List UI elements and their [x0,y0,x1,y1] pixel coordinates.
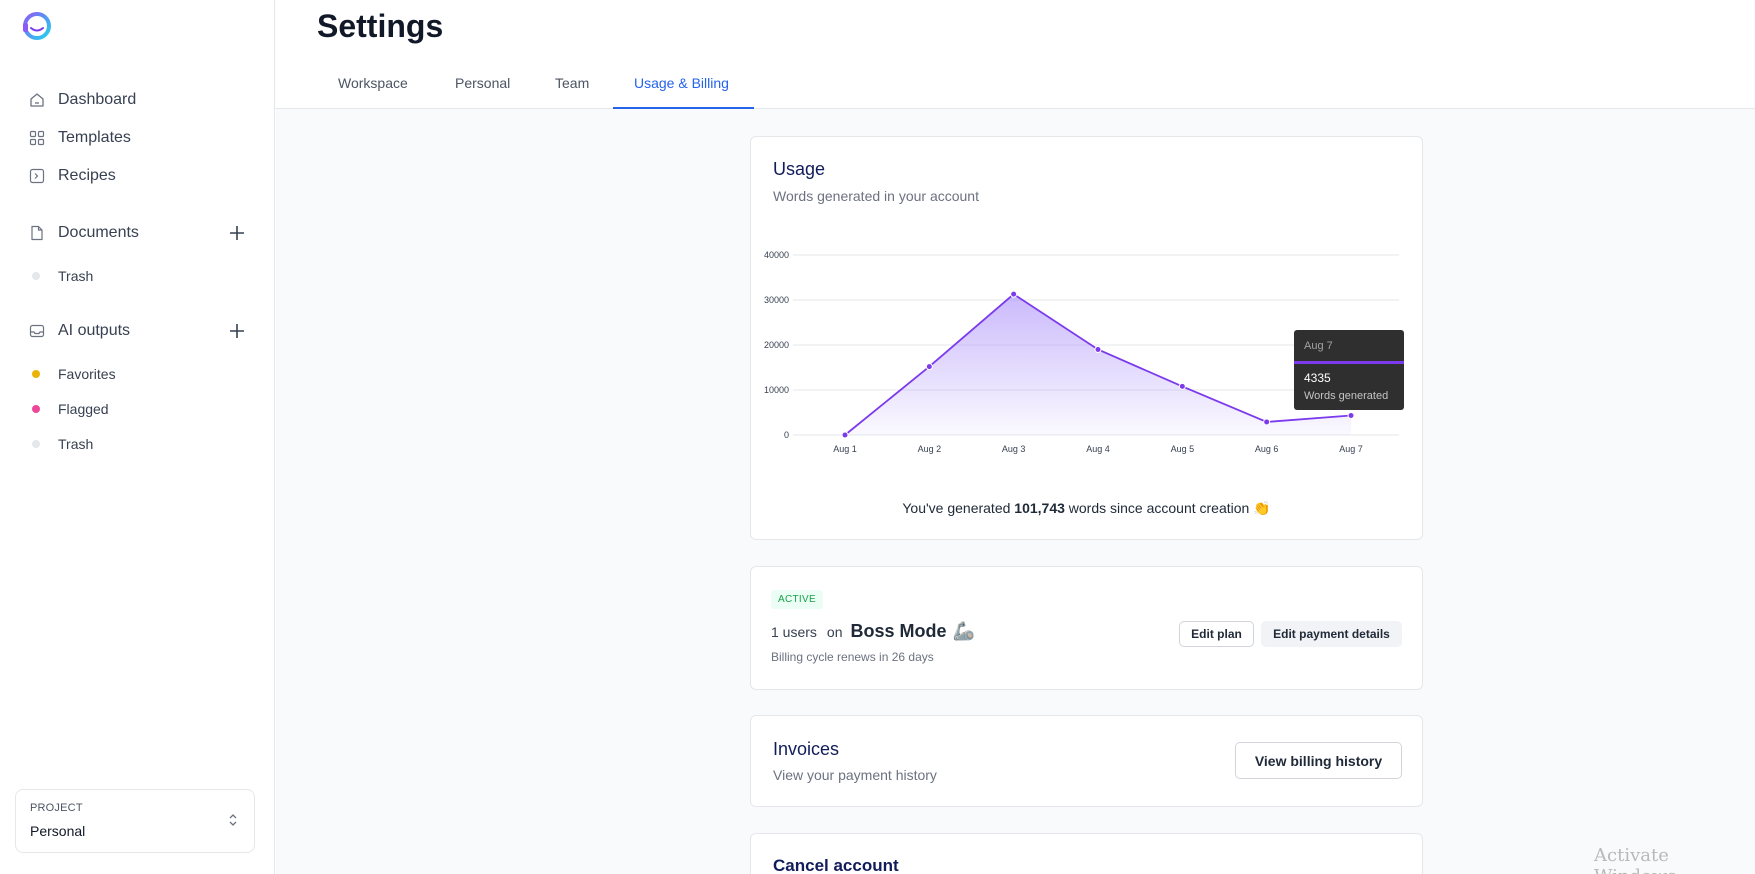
x-tick-label: Aug 6 [1255,444,1279,454]
terminal-icon [28,167,46,185]
ai-outputs-section-header[interactable]: AI outputs [28,319,248,343]
x-tick-label: Aug 4 [1086,444,1110,454]
invoices-subtitle: View your payment history [773,767,937,783]
usage-title: Usage [773,159,826,179]
x-tick-label: Aug 2 [918,444,942,454]
add-document-button[interactable] [226,222,248,244]
activate-windows-watermark: Activate Windows [1594,845,1677,874]
summary-suffix: words since account creation 👏 [1064,500,1271,516]
sidebar-item-dashboard[interactable]: Dashboard [28,88,136,112]
tab-personal[interactable]: Personal [455,75,511,91]
y-tick-label: 10000 [764,385,789,395]
project-caption: PROJECT [30,802,83,814]
invoices-card: Invoices View your payment history View … [750,715,1423,807]
usage-summary: You've generated 101,743 words since acc… [751,500,1422,517]
y-tick-label: 20000 [764,340,789,350]
documents-label: Documents [58,224,139,241]
ai-outputs-label: AI outputs [58,322,131,339]
settings-tabs: Workspace Personal Team Usage & Billing [275,62,1755,109]
status-dot [32,272,40,280]
chart-tooltip [1294,330,1404,410]
sidebar-item-label: Dashboard [58,91,137,108]
x-tick-label: Aug 5 [1171,444,1195,454]
data-point [1178,382,1186,390]
active-tab-indicator [613,107,754,109]
data-point [925,363,933,371]
page-title: Settings [317,8,444,44]
edit-plan-button[interactable]: Edit plan [1179,621,1254,647]
sidebar-item-label: Templates [58,129,131,146]
data-point [1094,346,1102,353]
plan-on: on [826,623,843,640]
tooltip-label: Words generated [1304,390,1388,402]
status-dot [32,440,40,448]
sidebar-item-label: Favorites [58,366,116,382]
document-icon [28,224,46,242]
home-icon [28,91,46,109]
data-point [1347,411,1355,419]
billing-renewal-note: Billing cycle renews in 26 days [771,650,934,664]
sidebar-item-label: Trash [58,436,94,452]
sidebar-item-recipes[interactable]: Recipes [28,164,116,188]
project-value: Personal [30,823,86,839]
grid-icon [28,129,46,147]
plan-line: 1 users on Boss Mode 🦾 [771,621,975,642]
data-point [1010,290,1018,298]
sidebar-item-label: Recipes [58,167,116,184]
inbox-icon [28,322,46,340]
tooltip-accent-bar [1294,361,1404,364]
tooltip-value: 4335 [1304,371,1331,385]
sidebar-item-ai-trash[interactable]: Trash [32,434,93,454]
status-dot [32,405,40,413]
plan-name: Boss Mode [850,621,947,641]
invoices-title: Invoices [773,739,840,759]
y-tick-label: 30000 [764,295,789,305]
x-tick-label: Aug 3 [1002,444,1026,454]
tab-usage-billing[interactable]: Usage & Billing [634,75,729,91]
y-tick-label: 40000 [764,250,789,260]
sidebar-item-templates[interactable]: Templates [28,126,131,150]
sidebar: Dashboard Templates Recipes Documents Tr… [0,0,275,874]
edit-payment-details-button[interactable]: Edit payment details [1261,621,1402,647]
cancel-account-title: Cancel account [773,856,899,874]
data-point [841,431,849,439]
sidebar-item-documents-trash[interactable]: Trash [32,266,93,286]
tab-team[interactable]: Team [555,75,590,91]
tooltip-date: Aug 7 [1304,340,1333,352]
chevron-up-down-icon [228,812,238,833]
project-selector[interactable]: PROJECT Personal [15,789,255,853]
add-ai-output-button[interactable] [226,320,248,342]
usage-subtitle: Words generated in your account [773,188,979,204]
status-badge: ACTIVE [771,590,823,609]
plus-icon [230,324,244,338]
documents-section-header[interactable]: Documents [28,221,248,245]
flexed-arm-icon: 🦾 [952,621,975,641]
plan-users: 1 users [771,623,817,640]
y-tick-label: 0 [784,430,789,440]
sidebar-item-flagged[interactable]: Flagged [32,399,109,419]
data-point [1263,418,1271,426]
summary-value: 101,743 [1014,500,1065,516]
sidebar-item-label: Trash [58,268,94,284]
x-tick-label: Aug 1 [833,444,857,454]
plus-icon [230,226,244,240]
sidebar-item-label: Flagged [58,401,109,417]
jasper-logo-icon[interactable] [18,10,56,44]
usage-card: Usage Words generated in your account 0 1… [750,136,1423,540]
area-fill [845,294,1351,435]
view-billing-history-button[interactable]: View billing history [1235,742,1402,779]
usage-chart: 0 10000 20000 30000 40000 Aug 1 Aug 2 Aug 3 Aug … [764,250,1404,454]
summary-prefix: You've generated [902,500,1015,516]
cancel-account-card: Cancel account [750,833,1423,874]
tab-workspace[interactable]: Workspace [338,75,408,91]
x-tick-label: Aug 7 [1339,444,1363,454]
sidebar-item-favorites[interactable]: Favorites [32,364,116,384]
plan-card: ACTIVE 1 users on Boss Mode 🦾 Billing cy… [750,566,1423,690]
status-dot [32,370,40,378]
